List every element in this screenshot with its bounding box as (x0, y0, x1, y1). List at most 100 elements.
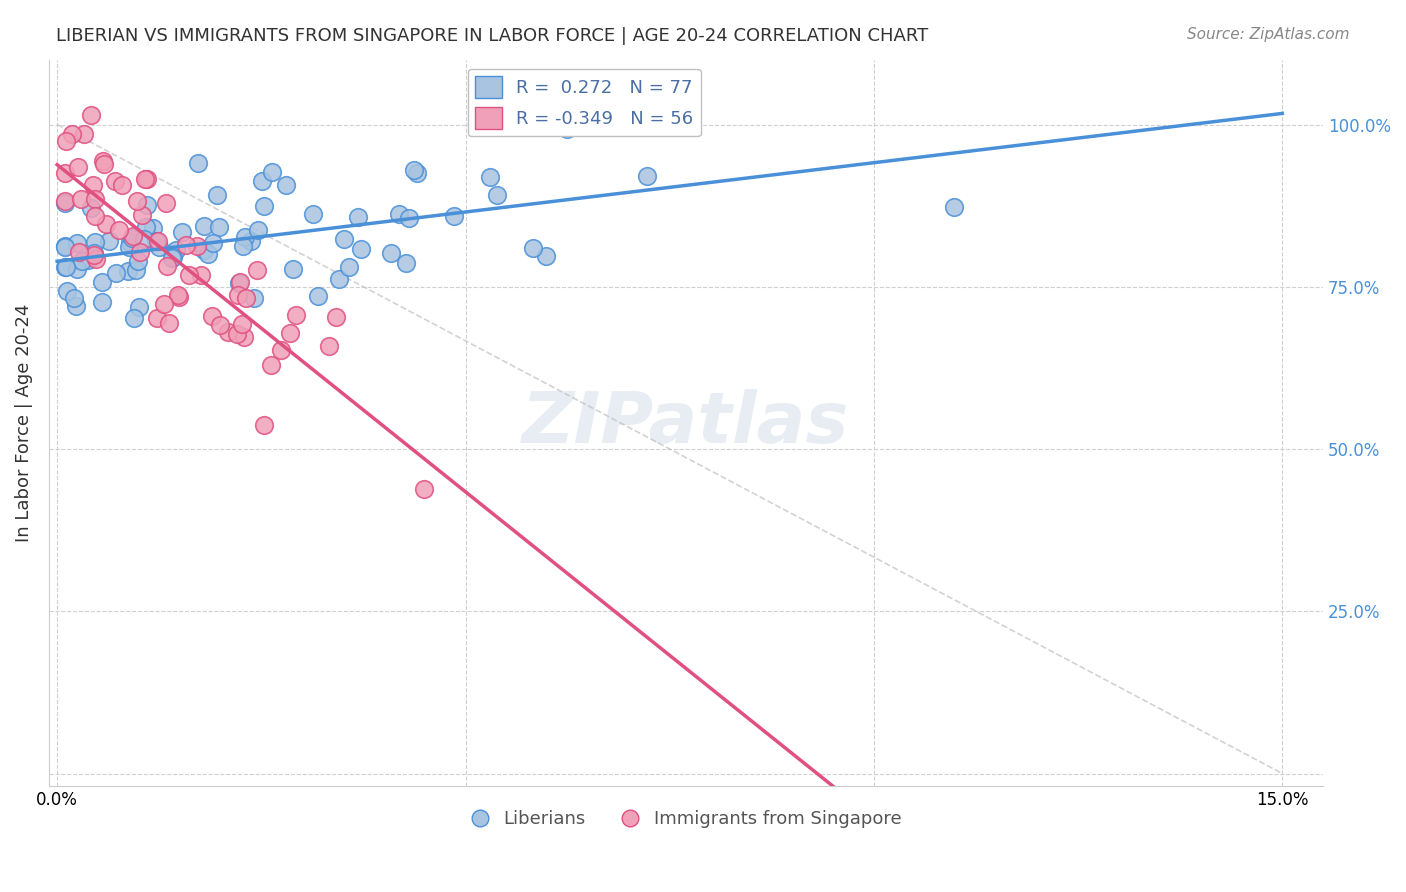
Point (235, 291, 257, 305)
Point (148, 239, 170, 253)
Point (55, 260, 77, 274)
Point (55, 196, 77, 211)
Point (208, 220, 231, 235)
Point (65, 262, 87, 277)
Point (153, 297, 176, 311)
Point (278, 326, 301, 340)
Point (66, 160, 89, 174)
Point (404, 162, 426, 177)
Point (128, 300, 150, 314)
Point (55, 134, 77, 148)
Point (347, 210, 370, 224)
Point (283, 262, 305, 277)
Point (325, 310, 347, 325)
Point (91, 295, 114, 310)
Point (260, 165, 283, 179)
Point (333, 232, 356, 246)
Point (53, 194, 76, 208)
Point (228, 276, 250, 290)
Point (162, 251, 184, 265)
Point (239, 234, 262, 248)
Point (107, 223, 129, 237)
Text: Source: ZipAtlas.com: Source: ZipAtlas.com (1187, 27, 1350, 42)
Point (127, 194, 149, 208)
Text: LIBERIAN VS IMMIGRANTS FROM SINGAPORE IN LABOR FORCE | AGE 20-24 CORRELATION CHA: LIBERIAN VS IMMIGRANTS FROM SINGAPORE IN… (56, 27, 928, 45)
Point (91, 153, 114, 168)
Point (232, 239, 254, 253)
Point (84, 252, 107, 266)
Point (398, 211, 420, 225)
Point (231, 317, 253, 331)
Point (83, 248, 105, 262)
Point (53, 260, 76, 275)
Point (94, 217, 117, 231)
Point (110, 178, 132, 193)
Point (193, 243, 215, 257)
Point (233, 330, 256, 344)
Point (135, 219, 157, 234)
Point (943, 200, 966, 214)
Point (105, 266, 128, 280)
Point (302, 207, 325, 221)
Point (136, 198, 159, 212)
Point (63, 291, 86, 305)
Point (53, 238, 76, 252)
Point (412, 482, 434, 496)
Point (70, 254, 93, 268)
Point (132, 232, 155, 246)
Point (226, 326, 249, 341)
Point (534, 249, 557, 263)
Point (253, 417, 276, 432)
Point (250, 174, 273, 188)
Point (190, 268, 212, 282)
Point (253, 199, 276, 213)
Point (135, 171, 157, 186)
Point (187, 156, 209, 170)
Point (318, 339, 340, 353)
Point (247, 223, 270, 237)
Point (478, 169, 501, 184)
Point (443, 209, 465, 223)
Point (127, 254, 149, 268)
Point (60, 127, 83, 141)
Point (350, 243, 373, 257)
Point (274, 178, 297, 193)
Point (104, 174, 127, 188)
Point (129, 244, 152, 259)
Point (260, 358, 283, 372)
Point (72, 127, 94, 141)
Point (270, 343, 292, 357)
Point (124, 262, 146, 277)
Point (307, 288, 329, 302)
Point (79, 202, 101, 216)
Point (160, 251, 183, 265)
Point (117, 263, 139, 277)
Point (79, 108, 101, 122)
Point (67, 245, 90, 260)
Point (522, 240, 544, 254)
Point (246, 263, 269, 277)
Point (233, 229, 256, 244)
Point (91, 275, 114, 289)
Point (118, 240, 141, 254)
Y-axis label: In Labor Force | Age 20-24: In Labor Force | Age 20-24 (15, 304, 32, 542)
Legend: Liberians, Immigrants from Singapore: Liberians, Immigrants from Singapore (464, 803, 908, 836)
Point (156, 259, 179, 273)
Point (70, 192, 93, 206)
Point (226, 288, 249, 302)
Point (56, 284, 79, 298)
Point (134, 171, 156, 186)
Point (142, 221, 165, 235)
Point (165, 244, 187, 258)
Point (83, 246, 105, 260)
Point (395, 256, 418, 270)
Point (485, 188, 508, 202)
Point (201, 309, 224, 323)
Point (636, 169, 658, 183)
Point (388, 207, 411, 221)
Point (406, 166, 429, 180)
Point (328, 272, 350, 286)
Point (66, 236, 89, 251)
Point (131, 208, 153, 222)
Point (53, 239, 76, 253)
